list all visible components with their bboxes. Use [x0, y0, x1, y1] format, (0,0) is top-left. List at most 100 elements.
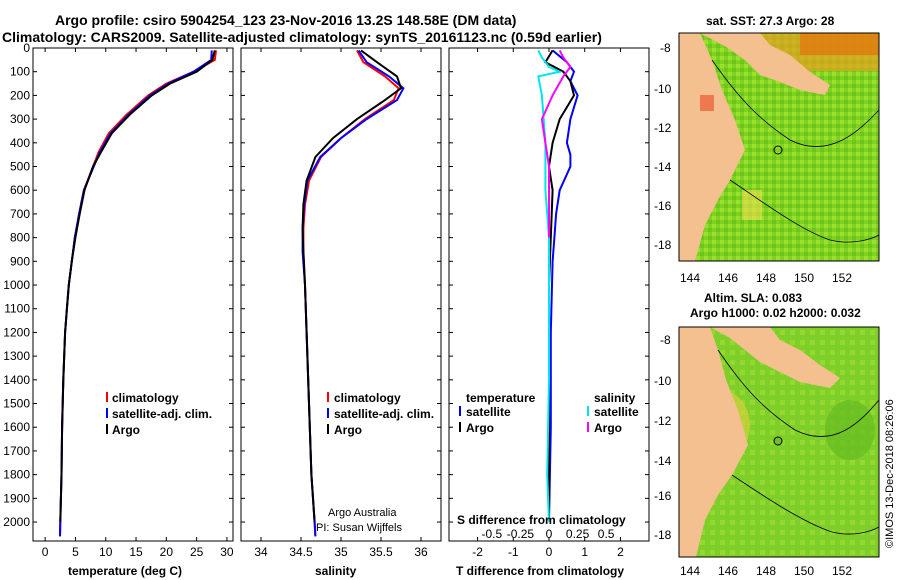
xtick-label: 25 — [190, 545, 204, 559]
legend-s-satellite: satellite — [594, 405, 639, 419]
sst-xtick: 144 — [680, 271, 700, 285]
difference-xlabel-top: S difference from climatology — [457, 513, 626, 527]
temperature-xlabel: temperature (deg C) — [68, 564, 182, 578]
ytick-label: 1300 — [3, 349, 30, 363]
xtick-label: 35.5 — [369, 545, 393, 559]
ytick-label: 400 — [10, 136, 30, 150]
temperature-legend: climatology satellite-adj. clim. Argo — [106, 391, 212, 437]
sla-map-yticks: -8 -10 -12 -14 -16 -18 — [654, 333, 672, 542]
sla-xtick: 146 — [718, 564, 738, 578]
xtick-label: -1 — [508, 545, 519, 559]
salinity-panel — [240, 47, 442, 542]
sla-map-title: Altim. SLA: 0.083 — [704, 291, 802, 305]
series-satellite-adj-clim- — [59, 50, 213, 537]
legend-t-argo: Argo — [466, 421, 494, 435]
ytick-label: 900 — [10, 254, 30, 268]
xtick-top-label: 0.25 — [566, 527, 590, 541]
sst-map-xticks: 144 146 148 150 152 — [680, 271, 852, 285]
xtick-label: 34 — [254, 545, 268, 559]
salinity-annotation-line2: PI: Susan Wijffels — [316, 522, 402, 534]
sla-ytick: -16 — [654, 489, 672, 503]
legend-climatology: climatology — [334, 391, 401, 405]
xtick-label: 1 — [581, 545, 588, 559]
xtick-label: 35 — [334, 545, 348, 559]
legend-climatology: climatology — [112, 391, 179, 405]
ytick-label: 500 — [10, 160, 30, 174]
salinity-annotation-line1: Argo Australia — [328, 507, 397, 519]
legend-salinity-title: salinity — [594, 391, 636, 405]
sst-ytick: -14 — [654, 160, 672, 174]
sst-ytick: -16 — [654, 199, 672, 213]
sst-ytick: -8 — [660, 41, 671, 55]
sla-xtick: 144 — [680, 564, 700, 578]
difference-plot: -2 -1 0 1 2 -0.5 -0.25 0 0.25 0.5 — [449, 47, 649, 559]
sla-xtick: 150 — [794, 564, 814, 578]
temperature-plot: 0100200300400500600700800900100011001200… — [3, 41, 234, 559]
sla-map — [678, 326, 880, 558]
series-t-satellite — [548, 49, 579, 523]
sla-map-xticks: 144 146 148 150 152 — [680, 564, 852, 578]
ytick-label: 1800 — [3, 468, 30, 482]
sst-xtick: 148 — [756, 271, 776, 285]
figure-title-line1: Argo profile: csiro 5904254_123 23-Nov-2… — [55, 12, 516, 28]
ytick-label: 1200 — [3, 325, 30, 339]
sst-ytick: -12 — [654, 121, 672, 135]
xtick-label: 20 — [160, 545, 174, 559]
ytick-label: 300 — [10, 112, 30, 126]
ytick-label: 0 — [23, 41, 30, 55]
sla-xtick: 148 — [756, 564, 776, 578]
sla-ytick: -12 — [654, 414, 672, 428]
sst-xtick: 152 — [832, 271, 852, 285]
sla-ytick: -18 — [654, 528, 672, 542]
sla-ytick: -14 — [654, 454, 672, 468]
salinity-legend: climatology satellite-adj. clim. Argo — [327, 391, 434, 437]
legend-argo: Argo — [334, 423, 362, 437]
xtick-label: 10 — [99, 545, 113, 559]
sla-map-subtitle: Argo h1000: 0.02 h2000: 0.032 — [690, 306, 861, 320]
ytick-label: 1600 — [3, 420, 30, 434]
xtick-label: 30 — [220, 545, 234, 559]
sst-ytick: -10 — [654, 82, 672, 96]
ytick-label: 200 — [10, 88, 30, 102]
sst-map-yticks: -8 -10 -12 -14 -16 -18 — [654, 41, 672, 252]
xtick-label: 15 — [129, 545, 143, 559]
difference-legend-salinity: salinity satellite Argo — [587, 391, 639, 435]
sst-map-title: sat. SST: 27.3 Argo: 28 — [706, 14, 835, 28]
credit-text: ©IMOS 13-Dec-2018 08:26:06 — [884, 399, 896, 548]
sst-xtick: 150 — [794, 271, 814, 285]
xtick-top-label: -0.5 — [482, 527, 503, 541]
difference-xlabel: T difference from climatology — [456, 564, 624, 578]
xtick-label: 2 — [617, 545, 624, 559]
legend-temperature-title: temperature — [466, 391, 536, 405]
salinity-xlabel: salinity — [315, 564, 357, 578]
xtick-top-label: 0.5 — [598, 527, 615, 541]
salinity-plot: 34 34.5 35 35.5 36 — [241, 47, 441, 559]
legend-s-argo: Argo — [594, 421, 622, 435]
series-s-argo — [540, 49, 572, 238]
series-argo — [301, 49, 403, 523]
xtick-label: 5 — [72, 545, 79, 559]
difference-legend-temperature: temperature satellite Argo — [459, 391, 536, 435]
xtick-top-label: -0.25 — [507, 527, 535, 541]
ytick-label: 800 — [10, 231, 30, 245]
ytick-label: 2000 — [3, 515, 30, 529]
sla-xtick: 152 — [832, 564, 852, 578]
sla-ytick: -8 — [660, 333, 671, 347]
xtick-top-label: 0 — [546, 527, 553, 541]
xtick-label: 36 — [414, 545, 428, 559]
series-argo — [59, 50, 216, 523]
legend-satellite: satellite-adj. clim. — [112, 407, 212, 421]
sla-ytick: -10 — [654, 374, 672, 388]
ytick-label: 1900 — [3, 491, 30, 505]
ytick-label: 1000 — [3, 278, 30, 292]
ytick-label: 100 — [10, 65, 30, 79]
sst-ytick: -18 — [654, 238, 672, 252]
series-climatology — [59, 50, 217, 537]
ytick-label: 600 — [10, 183, 30, 197]
ytick-label: 1500 — [3, 397, 30, 411]
xtick-label: 0 — [546, 545, 553, 559]
legend-satellite: satellite-adj. clim. — [334, 407, 434, 421]
ytick-label: 700 — [10, 207, 30, 221]
sst-xtick: 146 — [718, 271, 738, 285]
